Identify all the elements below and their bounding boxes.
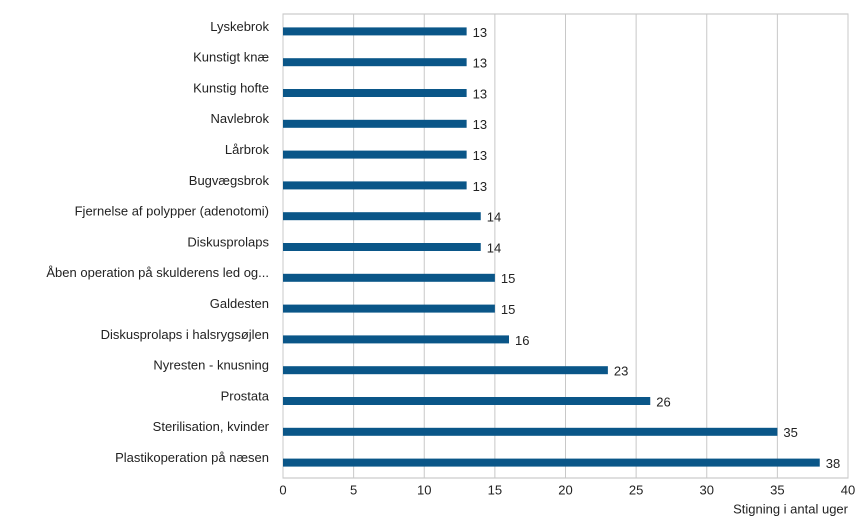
data-label: 13 [473, 179, 487, 194]
y-tick-label: Navlebrok [210, 111, 269, 126]
y-tick-label: Åben operation på skulderens led og... [46, 265, 269, 280]
bar [283, 212, 481, 221]
bar [283, 243, 481, 251]
bar [283, 89, 467, 97]
y-tick-label: Sterilisation, kvinder [153, 419, 270, 434]
bar [283, 273, 495, 282]
bar [283, 150, 467, 159]
y-tick-label: Lårbrok [225, 142, 270, 157]
bar [283, 458, 820, 467]
x-tick-label: 0 [279, 482, 286, 497]
bar [283, 27, 467, 36]
data-label: 26 [656, 394, 670, 409]
x-tick-label: 25 [629, 482, 643, 497]
y-tick-label: Lyskebrok [210, 19, 269, 34]
data-label: 14 [487, 210, 501, 225]
bar [283, 58, 467, 67]
x-tick-label: 40 [841, 482, 855, 497]
y-tick-label: Prostata [221, 388, 270, 403]
y-tick-label: Diskusprolaps [187, 234, 269, 249]
bar [283, 304, 495, 313]
y-tick-label: Bugvægsbrok [189, 173, 270, 188]
bar [283, 397, 651, 405]
data-label: 13 [473, 117, 487, 132]
y-tick-label: Kunstig hofte [193, 80, 269, 95]
y-tick-label: Nyresten - knusning [153, 358, 269, 373]
data-label: 13 [473, 56, 487, 71]
data-label: 16 [515, 333, 529, 348]
data-label: 13 [473, 86, 487, 101]
bar [283, 366, 608, 375]
data-label: 35 [783, 425, 797, 440]
data-label: 15 [501, 271, 515, 286]
y-tick-label: Galdesten [210, 296, 269, 311]
x-tick-label: 20 [558, 482, 572, 497]
y-tick-label: Kunstigt knæ [193, 50, 269, 65]
data-label: 13 [473, 148, 487, 163]
data-label: 15 [501, 302, 515, 317]
data-label: 13 [473, 25, 487, 40]
bar [283, 427, 778, 436]
data-label: 23 [614, 364, 628, 379]
x-tick-label: 15 [488, 482, 502, 497]
bar [283, 335, 509, 344]
data-label: 38 [826, 456, 840, 471]
bar [283, 119, 467, 128]
x-tick-label: 10 [417, 482, 431, 497]
x-axis-label: Stigning i antal uger [733, 501, 849, 516]
y-tick-label: Diskusprolaps i halsrygsøjlen [101, 327, 269, 342]
x-tick-label: 35 [770, 482, 784, 497]
bar [283, 181, 467, 190]
y-tick-label: Plastikoperation på næsen [115, 450, 269, 465]
y-tick-label: Fjernelse af polypper (adenotomi) [75, 204, 269, 219]
x-tick-label: 5 [350, 482, 357, 497]
x-tick-label: 30 [700, 482, 714, 497]
data-label: 14 [487, 240, 501, 255]
